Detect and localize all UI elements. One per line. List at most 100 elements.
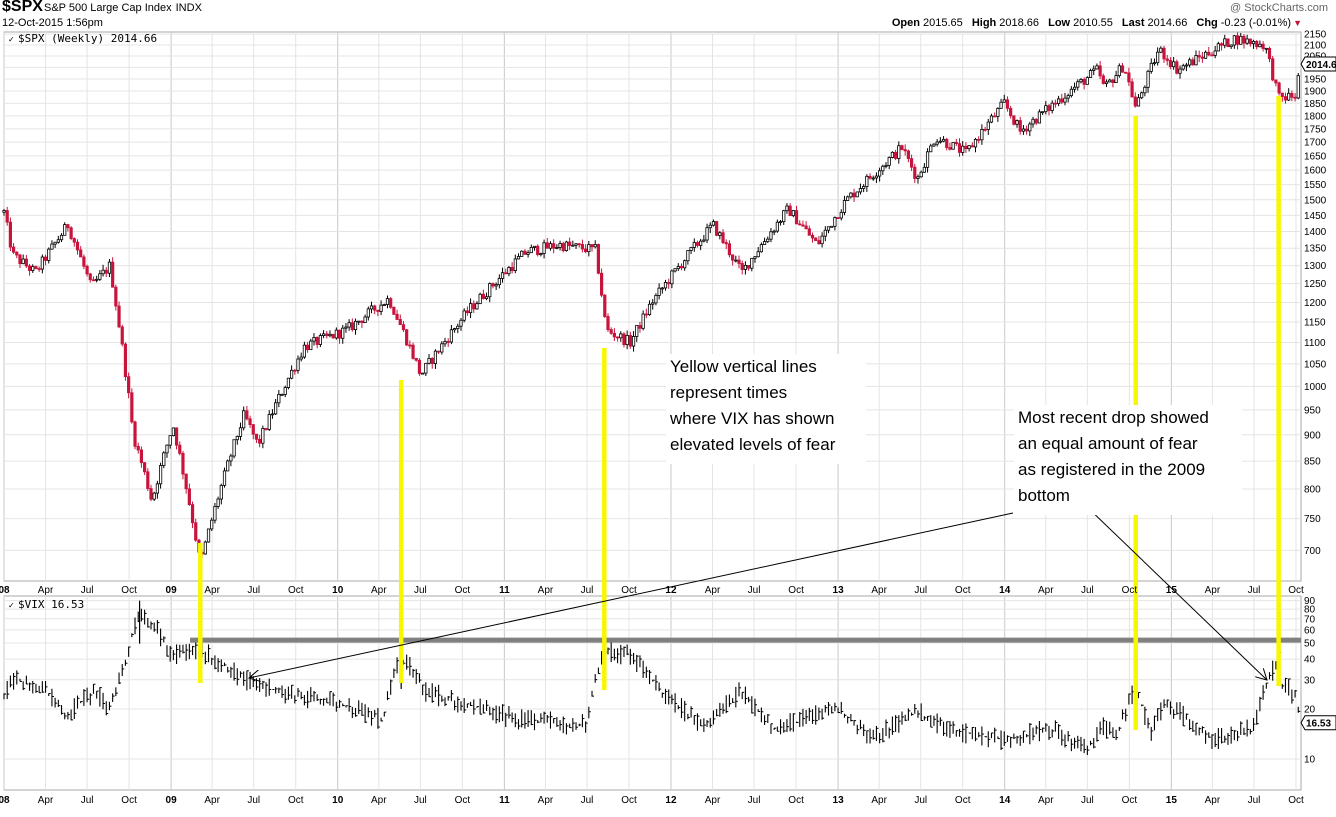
spx-candle-body <box>347 322 351 328</box>
spx-candle-body <box>1088 70 1093 78</box>
spx-candle-body <box>561 243 565 252</box>
spx-candle-body <box>254 433 259 440</box>
x-tick-label: 15 <box>1166 795 1178 806</box>
spx-candle-body <box>868 175 872 179</box>
spx-candle-body <box>1203 51 1208 59</box>
spx-last-tag: 2014.6 <box>1300 56 1336 72</box>
spx-candle-body <box>667 282 671 285</box>
spx-candle-body <box>513 258 517 271</box>
spx-candle-body <box>50 243 54 250</box>
spx-candle-body <box>641 313 645 329</box>
spx-candle-body <box>1143 86 1147 94</box>
spx-candle-body <box>1111 79 1115 84</box>
spx-candle-body <box>737 259 741 264</box>
spx-candle-body <box>830 225 834 228</box>
chart-date: 12-Oct-2015 1:56pm <box>2 17 103 29</box>
spx-candle-body <box>612 332 616 338</box>
y-tick-label: 1450 <box>1304 211 1327 222</box>
spx-candle-body <box>1156 51 1160 64</box>
spx-candle-body <box>401 324 406 331</box>
spx-candle-body <box>321 333 326 336</box>
x-tick-label: Jul <box>581 585 594 596</box>
spx-candle-body <box>587 244 591 253</box>
spx-candle-body <box>149 488 153 500</box>
x-tick-label: Apr <box>1038 795 1054 806</box>
chg-label: Chg <box>1196 17 1218 29</box>
spx-candle-body <box>539 253 543 255</box>
x-tick-label: Oct <box>955 585 971 596</box>
last-value: 2014.66 <box>1147 17 1188 29</box>
spx-candle-body <box>465 310 469 314</box>
x-tick-label: 14 <box>999 585 1011 596</box>
spx-candle-body <box>433 350 438 364</box>
spx-candle-body <box>2 210 6 213</box>
spx-candle-body <box>798 223 802 226</box>
spx-candle-body <box>1287 92 1291 101</box>
spx-candle-body <box>1041 111 1045 114</box>
spx-candle-body <box>1194 55 1198 66</box>
spx-candle-body <box>82 256 86 267</box>
spx-candle-body <box>270 413 275 416</box>
x-tick-label: Apr <box>538 585 554 596</box>
spx-candle-body <box>114 286 118 307</box>
x-tick-label: 13 <box>833 795 845 806</box>
spx-candle-body <box>417 359 422 374</box>
spx-candle-body <box>152 492 156 500</box>
spx-candle-body <box>184 473 188 490</box>
spx-candle-body <box>305 344 310 351</box>
spx-candle-body <box>1104 81 1109 84</box>
spx-candle-body <box>1060 98 1064 103</box>
spx-candle-body <box>1066 95 1070 99</box>
spx-candle-body <box>373 305 377 311</box>
spx-candle-body <box>1210 54 1214 57</box>
spx-candle-body <box>1124 71 1128 74</box>
x-tick-label: 08 <box>0 585 10 596</box>
spx-candle-body <box>395 313 399 320</box>
spx-candle-body <box>647 303 652 316</box>
x-tick-label: Oct <box>288 795 304 806</box>
spx-candle-body <box>5 210 9 223</box>
open-value: 2015.65 <box>922 17 963 29</box>
last-value-tag-box <box>1300 56 1336 72</box>
spx-candle-body <box>1034 118 1038 124</box>
spx-candle-body <box>1165 58 1169 61</box>
y-tick-label: 1100 <box>1304 338 1326 349</box>
x-tick-label: Jul <box>1081 795 1094 806</box>
spx-candle-body <box>1274 79 1278 84</box>
spx-candle-body <box>325 333 329 337</box>
x-tick-label: Oct <box>955 795 971 806</box>
x-tick-label: 12 <box>665 795 677 806</box>
spx-candle-body <box>564 241 569 252</box>
spx-candle-body <box>718 232 722 236</box>
spx-candle-body <box>1191 59 1195 66</box>
spx-candle-body <box>248 418 252 425</box>
spx-candle-body <box>181 452 185 475</box>
spx-candle-body <box>363 316 367 323</box>
spx-candle-body <box>1226 38 1230 48</box>
y-tick-label: 1200 <box>1304 298 1327 309</box>
y-tick-label: 70 <box>1304 614 1316 625</box>
spx-candle-body <box>593 244 597 248</box>
spx-candle-body <box>695 242 700 246</box>
spx-candle-body <box>210 519 214 530</box>
spx-candle-body <box>858 188 863 193</box>
spx-candle-body <box>168 435 172 446</box>
x-tick-label: Jul <box>81 585 94 596</box>
spx-candle-body <box>350 322 354 331</box>
spx-candle-body <box>1271 58 1275 81</box>
exchange: INDX <box>175 2 202 14</box>
x-tick-label: Apr <box>371 585 387 596</box>
spx-candle-body <box>341 327 345 339</box>
spx-candle-body <box>890 151 895 158</box>
x-tick-label: Oct <box>455 795 471 806</box>
spx-candle-body <box>123 343 128 378</box>
spx-candle-body <box>398 319 402 326</box>
chart-canvas: Yellow vertical lines represent times wher… <box>0 30 1336 806</box>
spx-candle-body <box>206 528 211 543</box>
y-tick-label: 1350 <box>1304 244 1327 255</box>
spx-candle-body <box>251 424 255 435</box>
spx-candle-body <box>312 337 316 342</box>
spx-candle-body <box>1213 50 1217 56</box>
spx-candle-body <box>162 452 166 466</box>
spx-candle-body <box>34 266 38 269</box>
